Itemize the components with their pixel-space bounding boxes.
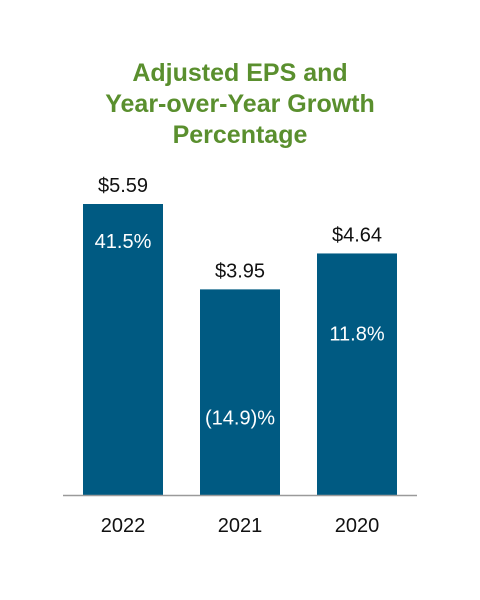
- bar-2020: [317, 253, 397, 495]
- x-tick-label-2020: 2020: [335, 515, 380, 537]
- chart-title-line-2: Year-over-Year Growth: [105, 90, 375, 118]
- bar-2021: [200, 289, 280, 495]
- value-label-2022: $5.59: [98, 175, 148, 197]
- chart-title-line-3: Percentage: [172, 121, 308, 149]
- chart-title-line-1: Adjusted EPS and: [132, 59, 348, 87]
- chart-title: Adjusted EPS and Year-over-Year Growth P…: [0, 58, 480, 151]
- x-tick-label-2021: 2021: [218, 515, 263, 537]
- value-label-2021: $3.95: [215, 260, 265, 282]
- bar-2022: [83, 204, 163, 495]
- growth-label-2021: (14.9)%: [205, 407, 275, 429]
- x-tick-label-2022: 2022: [101, 515, 146, 537]
- growth-label-2022: 41.5%: [95, 231, 152, 253]
- value-label-2020: $4.64: [332, 224, 382, 246]
- growth-label-2020: 11.8%: [329, 323, 384, 345]
